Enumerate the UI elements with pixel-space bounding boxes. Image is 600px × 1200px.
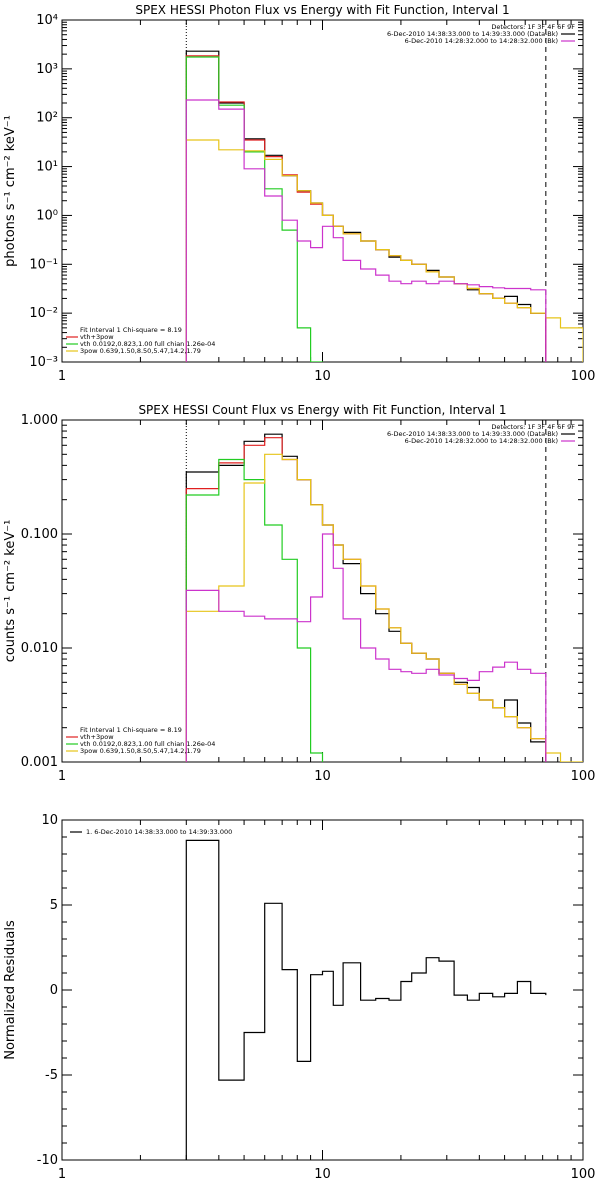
fit-legend-entry: vth 0.0192,0.823,1.00 full chian 1.26e-0… [80,340,215,348]
y-tick-label: 10² [36,111,58,126]
fit-legend-entry: vth+3pow [80,333,114,341]
fit-legend-entry: 3pow 0.639,1.50,8.50,5.47,14.2,1.79 [80,347,201,355]
x-tick-label: 1 [58,769,66,784]
series-step-line [185,437,547,762]
legend-header: Detectors: 1F 3F 4F 6F 9F [491,423,575,431]
series-step-line [185,55,547,362]
y-axis-label: photons s⁻¹ cm⁻² keV⁻¹ [3,115,18,267]
y-tick-label: 0.010 [21,641,58,656]
chart-1: SPEX HESSI Photon Flux vs Energy with Fi… [3,3,595,384]
y-tick-label: -5 [45,1068,58,1083]
y-axis-label: Normalized Residuals [3,920,18,1060]
series-step-line [185,56,324,362]
legend-entry: 6-Dec-2010 14:28:32.000 to 14:28:32.000 … [405,437,558,445]
x-tick-label: 100 [571,369,596,384]
y-tick-label: 0.001 [21,755,58,770]
x-tick-label: 1 [58,1167,66,1182]
series-step-line [185,453,583,762]
x-tick-label: 100 [571,1167,596,1182]
legend-entry: 1. 6-Dec-2010 14:38:33.000 to 14:39:33.0… [86,828,232,836]
series-step-line [185,533,547,762]
series-step-line [185,458,324,762]
y-tick-label: 0.100 [21,527,58,542]
y-tick-label: 10¹ [36,160,58,175]
chart-3: Normalized Residuals 1 10 100 -10 -5 0 5 10 1. 6-… [3,813,595,1182]
y-tick-label: 10⁻¹ [29,257,58,272]
chart-title: SPEX HESSI Count Flux vs Energy with Fit… [138,403,506,417]
y-tick-label: 1.000 [21,413,58,428]
y-tick-label: 10⁻³ [29,355,58,370]
fit-legend-entry: vth+3pow [80,733,114,741]
series-step-line [185,433,547,762]
legend-header: Detectors: 1F 3F 4F 6F 9F [491,23,575,31]
fit-legend-header: Fit Interval 1 Chi-square = 8.19 [80,726,182,734]
fit-legend-entry: vth 0.0192,0.823,1.00 full chian 1.26e-0… [80,740,215,748]
y-tick-label: 10³ [36,62,58,77]
y-tick-label: 5 [50,898,58,913]
y-tick-label: -10 [37,1153,58,1168]
x-tick-label: 10 [314,769,331,784]
chart-title: SPEX HESSI Photon Flux vs Energy with Fi… [135,3,509,17]
x-tick-label: 10 [314,369,331,384]
plot-frame [61,19,584,363]
legend-entry: 6-Dec-2010 14:38:33.000 to 14:39:33.000 … [387,430,558,438]
fit-legend-entry: 3pow 0.639,1.50,8.50,5.47,14.2,1.79 [80,747,201,755]
x-tick-label: 10 [314,1167,331,1182]
x-tick-label: 1 [58,369,66,384]
fit-legend-header: Fit Interval 1 Chi-square = 8.19 [80,326,182,334]
y-tick-label: 10⁻² [29,306,58,321]
plot-frame [61,819,584,1161]
y-axis-label: counts s⁻¹ cm⁻² keV⁻¹ [3,520,18,663]
y-tick-label: 10 [41,813,58,828]
series-step-line [185,99,547,362]
y-tick-label: 10⁰ [36,208,58,223]
x-tick-label: 100 [571,769,596,784]
chart-2: SPEX HESSI Count Flux vs Energy with Fit… [3,403,595,784]
series-step-line [185,139,583,362]
y-tick-label: 0 [50,983,58,998]
series-step-line [185,50,547,362]
legend-entry: 6-Dec-2010 14:28:32.000 to 14:28:32.000 … [405,37,558,45]
series-step-line [185,839,547,1160]
y-tick-label: 10⁴ [36,13,58,28]
legend-entry: 6-Dec-2010 14:38:33.000 to 14:39:33.000 … [387,30,558,38]
